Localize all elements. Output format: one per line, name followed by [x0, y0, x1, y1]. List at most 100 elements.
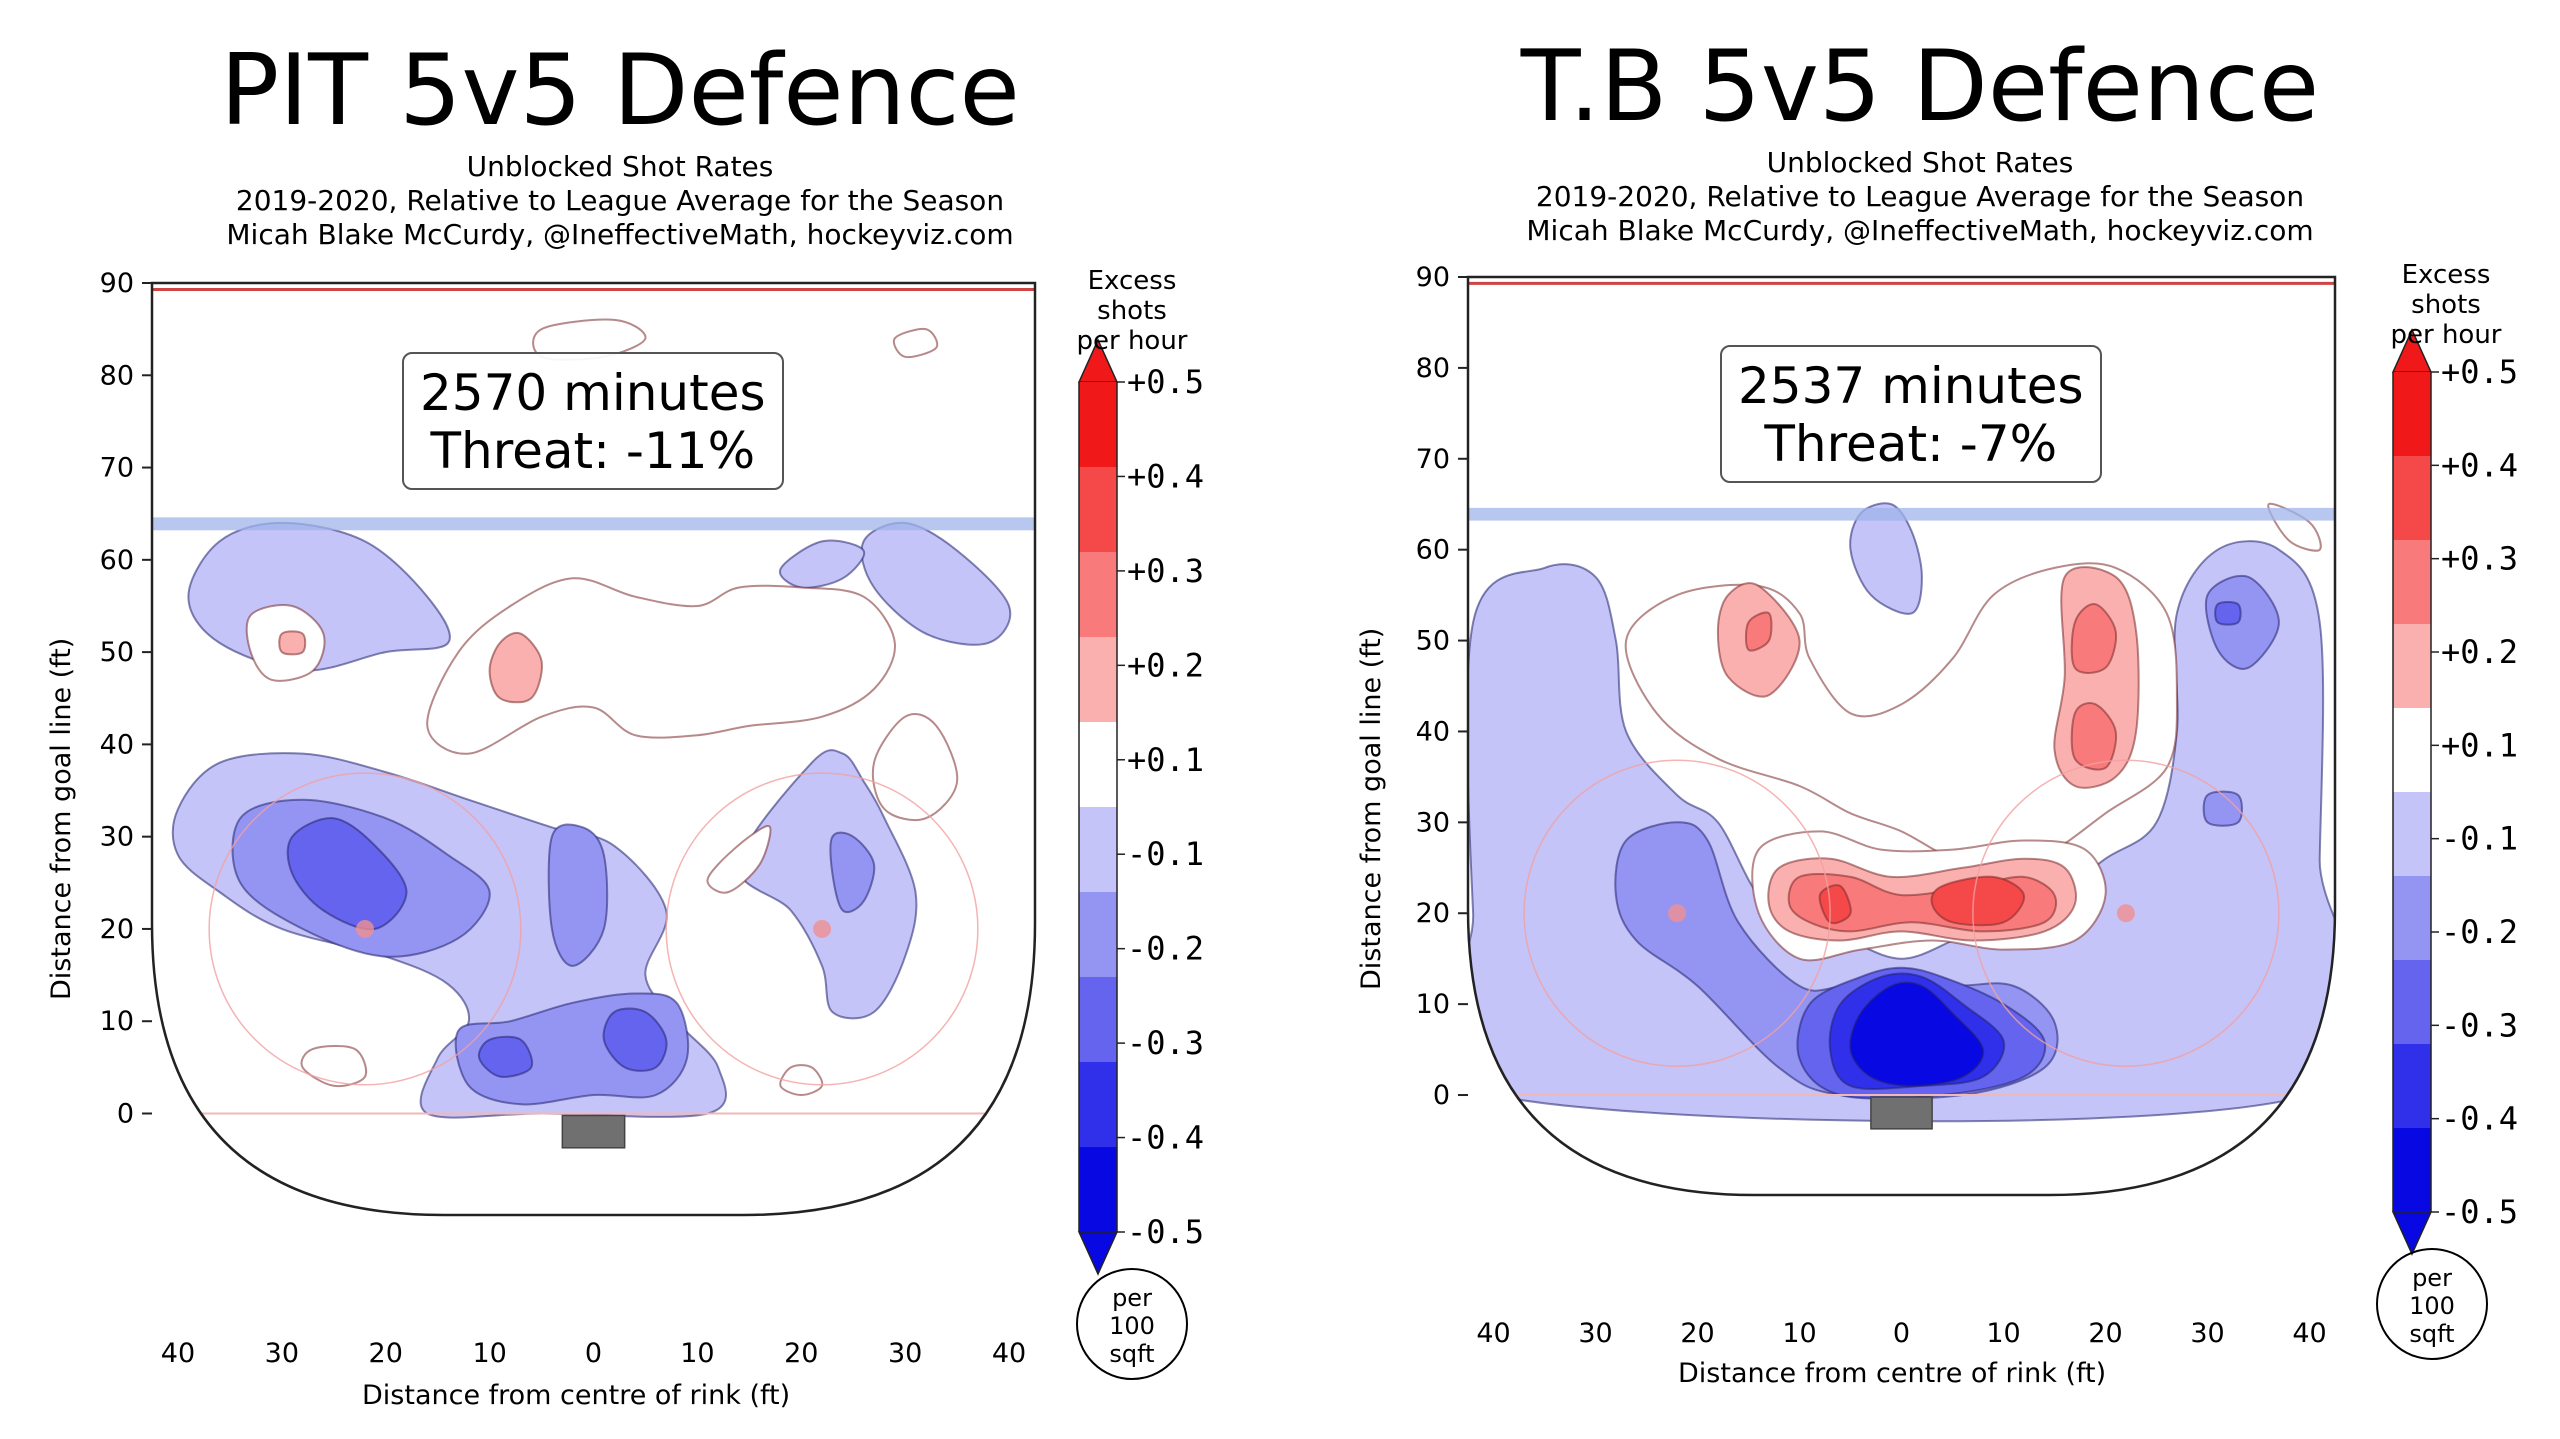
colorbar-bin: [1079, 552, 1117, 638]
x-tick-label: 40: [992, 1338, 1026, 1369]
colorbar-label-line-3: per hour: [1076, 326, 1188, 356]
colorbar-extend-bottom: [2391, 1211, 2433, 1256]
x-tick-label: 10: [1986, 1318, 2020, 1349]
colorbar-tick-label: +0.1: [2441, 726, 2518, 764]
contour-region: [286, 817, 408, 931]
contour-region: [1849, 981, 1985, 1087]
colorbar-tick-label: -0.1: [1127, 835, 1204, 873]
x-tick-label: 10: [680, 1338, 714, 1369]
faceoff-circle: [665, 772, 979, 1086]
contour-region: [488, 631, 543, 704]
faceoff-circle: [208, 772, 522, 1086]
contour-region: [737, 749, 918, 1020]
colorbar-tick-label: +0.2: [1127, 646, 1204, 684]
colorbar-bin: [1079, 977, 1117, 1063]
unit-line-3: sqft: [2409, 1320, 2455, 1348]
y-tick-label: 50: [100, 637, 134, 668]
colorbar-tick-label: -0.3: [1127, 1024, 1204, 1062]
colorbar-label-line-1: Excess: [1087, 266, 1177, 296]
y-tick-label: 40: [1416, 716, 1450, 747]
x-tick-label: 0: [1893, 1318, 1910, 1349]
faceoff-dot: [355, 919, 374, 938]
colorbar-label-line-1: Excess: [2401, 260, 2491, 290]
colorbar-tick-label: -0.1: [2441, 820, 2518, 858]
goal-net: [1870, 1096, 1933, 1130]
threat-text: Threat: -7%: [1764, 415, 2058, 473]
contour-region: [278, 630, 307, 656]
colorbar-bin: [2393, 540, 2431, 625]
y-tick-label: 50: [1416, 626, 1450, 657]
y-axis-label: Distance from goal line (ft): [46, 637, 77, 1000]
contour-region: [2204, 574, 2280, 670]
y-tick-label: 60: [1416, 535, 1450, 566]
colorbar: +0.5 +0.4 +0.3 +0.2 +0.1 -0.1 -0.2 -0.3 -0.4 -0.5: [1077, 338, 1204, 1276]
x-tick-label: 0: [585, 1338, 602, 1369]
colorbar-bin: [2393, 708, 2431, 793]
faceoff-dot: [2116, 904, 2135, 923]
x-tick-label: 20: [369, 1338, 403, 1369]
x-axis-label: Distance from centre of rink (ft): [1678, 1358, 2107, 1389]
colorbar-bin: [2393, 792, 2431, 877]
colorbar-label-line-3: per hour: [2390, 320, 2502, 350]
colorbar-bin: [1079, 637, 1117, 723]
chart-subtitle-line-1: Unblocked Shot Rates: [1766, 146, 2074, 179]
contour-region: [871, 713, 959, 821]
contour-region: [2070, 603, 2118, 674]
contour-region: [1818, 884, 1852, 925]
colorbar-tick-label: +0.4: [2441, 446, 2518, 484]
x-tick-label: 30: [888, 1338, 922, 1369]
colorbar-bin: [2393, 624, 2431, 709]
minutes-text: 2570 minutes: [420, 364, 766, 422]
x-axis-label: Distance from centre of rink (ft): [362, 1380, 791, 1411]
colorbar-bin: [2393, 1128, 2431, 1213]
x-tick-label: 40: [1476, 1318, 1510, 1349]
threat-text: Threat: -11%: [430, 422, 756, 480]
contour-region: [1849, 502, 1923, 615]
y-tick-label: 30: [100, 822, 134, 853]
x-tick-label: 30: [2190, 1318, 2224, 1349]
chart-title: T.B 5v5 Defence: [1520, 30, 2320, 144]
colorbar-bin: [1079, 807, 1117, 893]
y-tick-label: 60: [100, 545, 134, 576]
rink-outline: [1466, 275, 2337, 1197]
colorbar-tick-label: -0.5: [2441, 1193, 2518, 1231]
chart-subtitle-line-2: 2019-2020, Relative to League Average fo…: [1535, 180, 2305, 213]
rink-outline: [150, 281, 1037, 1217]
contour-region: [477, 1035, 534, 1078]
contour-region: [1744, 611, 1773, 652]
contour-region: [892, 327, 939, 359]
colorbar-tick-label: -0.3: [2441, 1006, 2518, 1044]
contour-region: [1468, 540, 2335, 1123]
colorbar-label: Excess shots per hour: [2376, 260, 2516, 350]
colorbar-bin: [2393, 1044, 2431, 1129]
x-tick-label: 30: [1578, 1318, 1612, 1349]
colorbar-tick-label: -0.4: [1127, 1119, 1204, 1157]
y-tick-label: 10: [100, 1006, 134, 1037]
x-tick-label: 10: [472, 1338, 506, 1369]
contour-region: [602, 1007, 668, 1072]
unit-line-3: sqft: [1109, 1340, 1155, 1368]
unit-line-2: 100: [2409, 1292, 2455, 1320]
chart-subtitle-line-1: Unblocked Shot Rates: [466, 150, 774, 183]
y-tick-label: 10: [1416, 989, 1450, 1020]
unit-line-2: 100: [1109, 1312, 1155, 1340]
unit-line-1: per: [2412, 1264, 2452, 1292]
colorbar-label-line-2: shots: [2411, 290, 2481, 320]
colorbar-tick-label: +0.5: [2441, 353, 2518, 391]
contour-region: [2070, 702, 2118, 771]
faceoff-dot: [813, 919, 832, 938]
colorbar-bin: [1079, 722, 1117, 808]
y-axis-label: Distance from goal line (ft): [1356, 627, 1387, 990]
contour-region: [2202, 790, 2243, 827]
colorbar-tick-label: +0.3: [1127, 552, 1204, 590]
colorbar-tick-label: -0.4: [2441, 1100, 2518, 1138]
chart-title: PIT 5v5 Defence: [220, 34, 1020, 148]
colorbar-bin: [2393, 456, 2431, 541]
minutes-threat-box: 2570 minutes Threat: -11%: [402, 352, 784, 490]
colorbar-label: Excess shots per hour: [1062, 266, 1202, 356]
colorbar-bin: [1079, 1062, 1117, 1148]
colorbar-tick-label: -0.5: [1127, 1213, 1204, 1251]
faceoff-circle: [1972, 759, 2280, 1067]
goal-net: [561, 1114, 626, 1149]
